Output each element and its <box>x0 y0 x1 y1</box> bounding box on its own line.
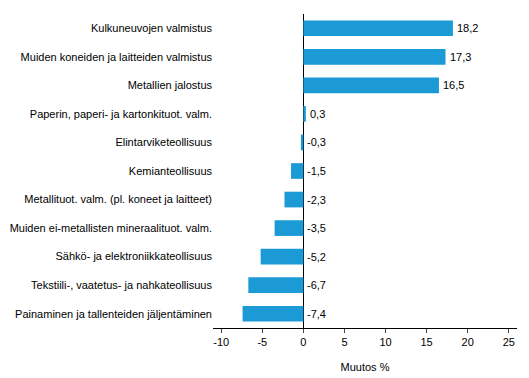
svg-text:-0,3: -0,3 <box>307 136 326 148</box>
svg-text:Metallituot. valm. (pl. koneet: Metallituot. valm. (pl. koneet ja laitte… <box>24 193 212 205</box>
svg-text:Muutos %: Muutos % <box>341 361 390 373</box>
svg-text:Metallien jalostus: Metallien jalostus <box>128 79 213 91</box>
svg-text:Muiden ei-metallisten mineraal: Muiden ei-metallisten mineraalituot. val… <box>10 222 212 234</box>
svg-text:Elintarviketeollisuus: Elintarviketeollisuus <box>115 136 212 148</box>
svg-text:Kulkuneuvojen valmistus: Kulkuneuvojen valmistus <box>91 22 213 34</box>
svg-text:25: 25 <box>503 336 515 348</box>
svg-text:17,3: 17,3 <box>450 51 471 63</box>
svg-text:-1,5: -1,5 <box>307 165 326 177</box>
svg-text:Paperin, paperi- ja kartonkitu: Paperin, paperi- ja kartonkituot. valm. <box>30 108 212 120</box>
svg-text:20: 20 <box>462 336 474 348</box>
svg-text:0,3: 0,3 <box>310 108 325 120</box>
svg-text:Tekstiili-, vaatetus- ja nahka: Tekstiili-, vaatetus- ja nahkateollisuus <box>31 279 212 291</box>
svg-text:15: 15 <box>420 336 432 348</box>
svg-text:-2,3: -2,3 <box>307 194 326 206</box>
svg-text:10: 10 <box>379 336 391 348</box>
svg-text:Kemianteollisuus: Kemianteollisuus <box>129 165 213 177</box>
svg-text:18,2: 18,2 <box>457 22 478 34</box>
svg-text:-3,5: -3,5 <box>307 222 326 234</box>
svg-text:16,5: 16,5 <box>443 79 464 91</box>
svg-text:0: 0 <box>300 336 306 348</box>
svg-text:-5,2: -5,2 <box>307 251 326 263</box>
svg-text:Muiden koneiden ja laitteiden: Muiden koneiden ja laitteiden valmistus <box>21 51 213 63</box>
svg-text:Sähkö- ja elektroniikkateollis: Sähkö- ja elektroniikkateollisuus <box>55 250 212 262</box>
svg-text:Painaminen ja tallenteiden jäl: Painaminen ja tallenteiden jäljentäminen <box>15 308 212 320</box>
svg-text:-7,4: -7,4 <box>307 308 326 320</box>
svg-text:-5: -5 <box>257 336 267 348</box>
svg-text:-10: -10 <box>213 336 229 348</box>
svg-text:-6,7: -6,7 <box>307 279 326 291</box>
svg-text:5: 5 <box>341 336 347 348</box>
